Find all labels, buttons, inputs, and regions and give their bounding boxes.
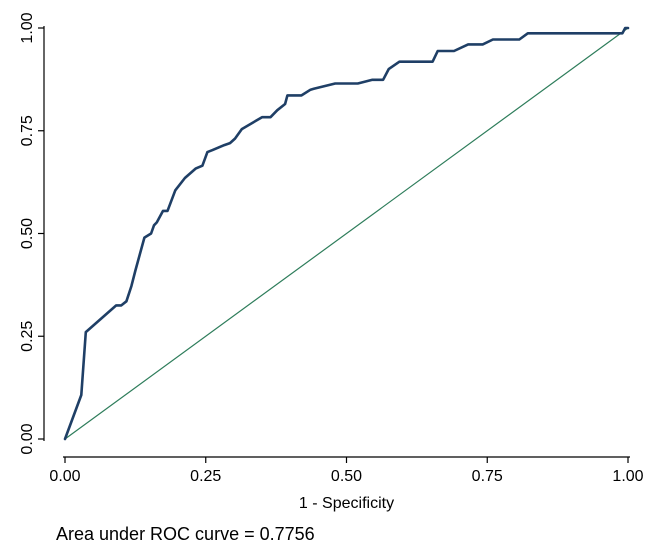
x-tick-label: 0.50: [331, 468, 362, 485]
roc-curve-line: [63, 26, 630, 441]
x-tick-label: 0.25: [190, 468, 221, 485]
y-tick-label: 0.25: [19, 321, 36, 352]
y-tick-label: 0.75: [19, 115, 36, 146]
x-axis-title: 1 - Specificity: [299, 495, 394, 512]
plot-axes: 0.00 0.25 0.50 0.75 1.00 0.00 0.25 0.50 0.75 1.00: [19, 12, 644, 485]
reference-diagonal-line: [64, 27, 629, 440]
x-tick-label: 1.00: [612, 468, 643, 485]
plot-labels: 1 - Specificity Area under ROC curve = 0…: [56, 495, 394, 544]
x-tick-label: 0.00: [49, 468, 80, 485]
y-tick-label: 0.00: [19, 423, 36, 454]
y-tick-label: 1.00: [19, 12, 36, 43]
y-tick-label: 0.50: [19, 218, 36, 249]
x-tick-label: 0.75: [472, 468, 503, 485]
auc-note: Area under ROC curve = 0.7756: [56, 524, 315, 544]
plot-series: [63, 26, 630, 441]
